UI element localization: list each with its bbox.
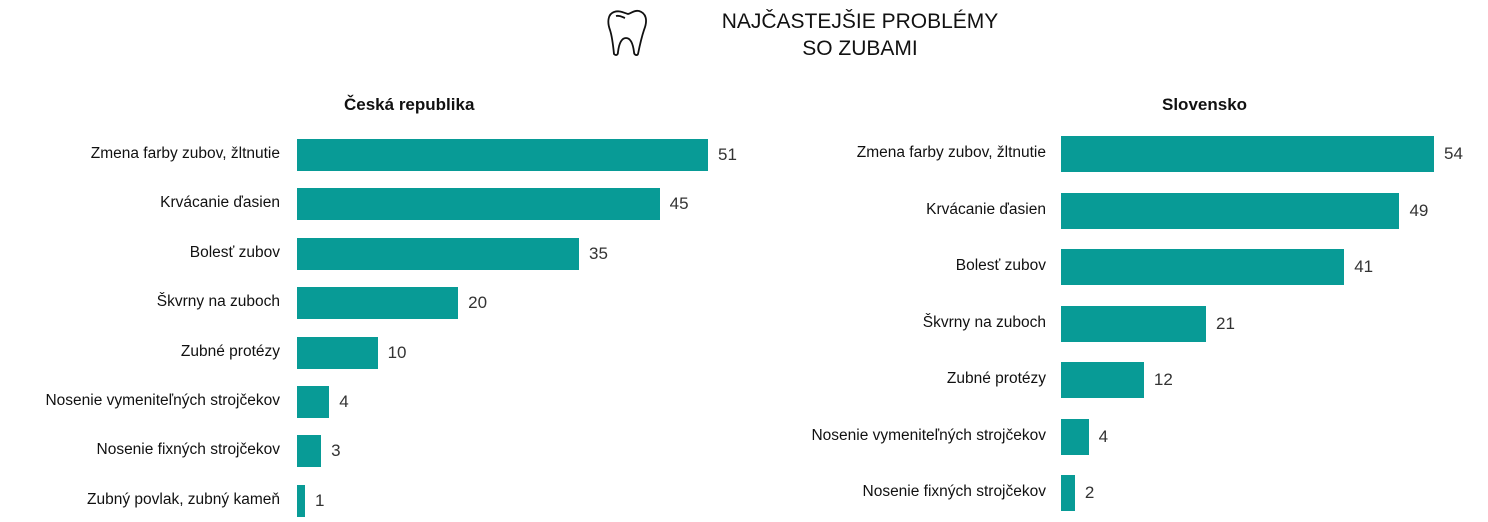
tooth-icon (607, 9, 647, 56)
bar (1061, 475, 1075, 511)
bar (1061, 362, 1144, 398)
value-label: 49 (1409, 200, 1429, 220)
value-label: 10 (387, 342, 407, 362)
category-label: Škvrny na zuboch (156, 293, 280, 311)
value-label: 1 (315, 490, 325, 510)
category-label: Krvácanie ďasien (160, 194, 280, 212)
panel-title-sk: Slovensko (1162, 95, 1248, 114)
bar (1061, 305, 1207, 342)
bar (1061, 249, 1345, 285)
value-label: 21 (1216, 313, 1235, 333)
value-label: 4 (339, 392, 349, 411)
category-label: Zubné protézy (946, 370, 1046, 387)
value-label: 54 (1444, 144, 1463, 163)
bar (297, 188, 660, 221)
value-label: 4 (1098, 426, 1109, 446)
bar (297, 287, 459, 320)
bar (297, 336, 378, 369)
value-label: 41 (1354, 257, 1374, 276)
category-label: Bolesť zubov (955, 257, 1046, 274)
bar (297, 139, 708, 171)
bar (297, 435, 322, 468)
category-label: Nosenie vymeniteľných strojčekov (45, 392, 280, 409)
category-label: Zmena farby zubov, žltnutie (856, 144, 1046, 161)
category-label: Zmena farby zubov, žltnutie (90, 145, 280, 162)
category-label: Škvrny na zuboch (922, 313, 1046, 331)
value-label: 12 (1153, 370, 1173, 389)
bar (297, 237, 580, 270)
panel-title-cz: Česká republika (344, 95, 475, 114)
category-label: Nosenie fixných strojčekov (862, 483, 1047, 500)
value-label: 3 (331, 441, 341, 461)
title-line-1: NAJČASTEJŠIE PROBLÉMY (721, 10, 999, 33)
bar (1061, 418, 1089, 455)
bar (1061, 192, 1400, 229)
value-label: 20 (468, 293, 488, 313)
category-label: Zubné protézy (180, 342, 280, 360)
value-label: 2 (1084, 483, 1095, 502)
category-label: Zubný povlak, zubný kameň (87, 490, 280, 508)
category-label: Krvácanie ďasien (926, 200, 1046, 218)
bar (297, 386, 330, 418)
value-label: 45 (669, 194, 689, 214)
category-label: Nosenie fixných strojčekov (96, 441, 281, 459)
value-label: 51 (718, 145, 737, 164)
category-label: Bolesť zubov (189, 243, 280, 261)
value-label: 35 (589, 243, 608, 263)
title-line-2: SO ZUBAMI (802, 37, 918, 60)
chart-title: NAJČASTEJŠIE PROBLÉMY SO ZUBAMI (660, 8, 1060, 62)
bar (1061, 136, 1434, 172)
category-label: Nosenie vymeniteľných strojčekov (811, 426, 1046, 444)
bar (297, 484, 306, 517)
